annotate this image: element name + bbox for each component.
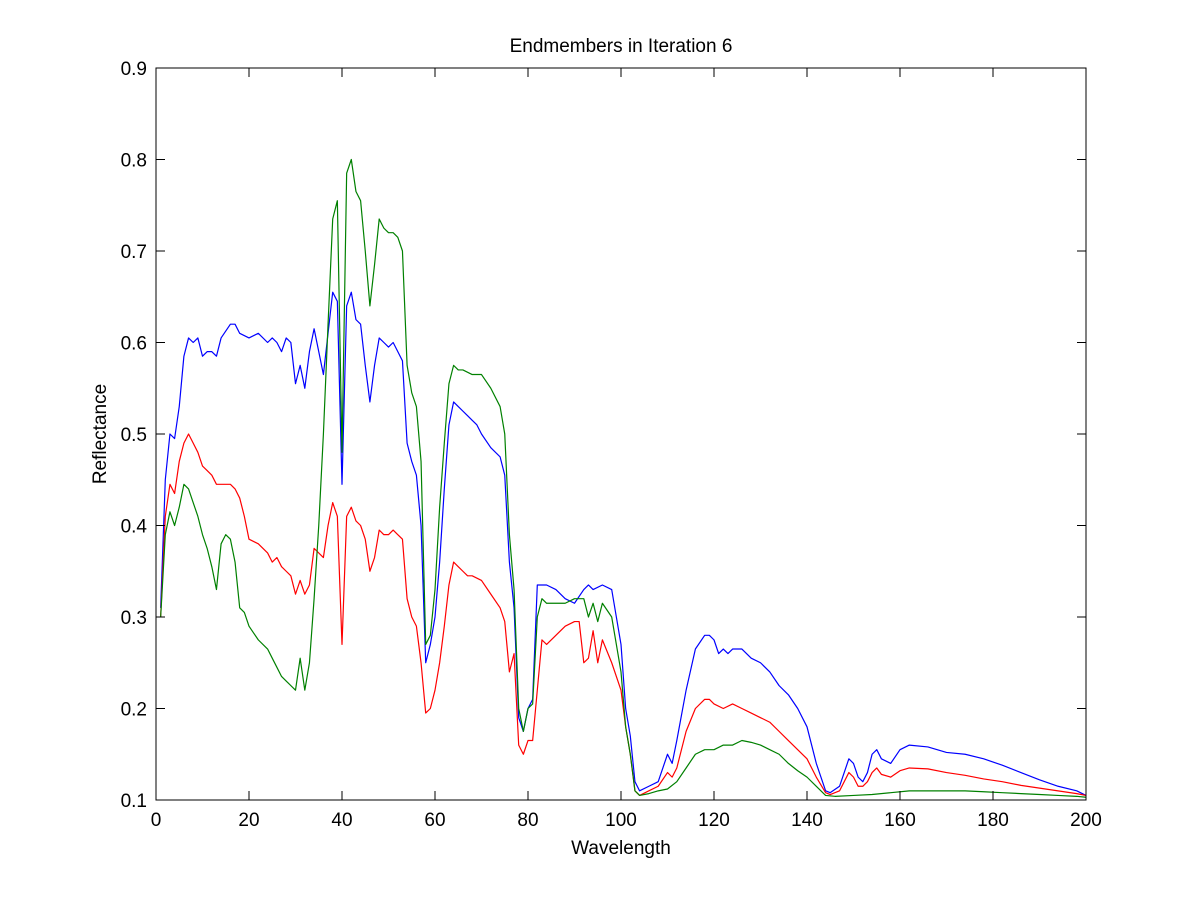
y-tick-label: 0.5 [121, 425, 147, 446]
y-tick-label: 0.4 [121, 517, 148, 538]
x-tick-label: 80 [517, 810, 538, 831]
x-tick-label: 40 [331, 810, 352, 831]
x-tick-label: 120 [698, 810, 730, 831]
y-tick-label: 0.1 [121, 791, 147, 812]
series-layer [160, 158, 1087, 798]
tick-layer: 0 20 40 60 80 100 120 140 160 180 200 0.1 0.2 0.3 0.4 0… [121, 59, 1102, 831]
y-tick-label: 0.6 [121, 334, 147, 355]
x-tick-label: 100 [605, 810, 637, 831]
x-tick-label: 160 [884, 810, 916, 831]
y-axis-label: Reflectance [90, 384, 111, 484]
x-tick-label: 180 [977, 810, 1009, 831]
y-tick-label: 0.8 [121, 151, 147, 172]
series-line-blue [160, 291, 1087, 796]
x-tick-label: 140 [791, 810, 823, 831]
series-line-red [160, 433, 1087, 797]
series-line-green [160, 158, 1087, 798]
x-tick-label: 60 [424, 810, 445, 831]
x-tick-label: 0 [151, 810, 162, 831]
y-tick-label: 0.3 [121, 608, 147, 629]
x-axis-label: Wavelength [571, 838, 671, 859]
x-tick-label: 200 [1070, 810, 1102, 831]
x-tick-label: 20 [238, 810, 259, 831]
y-tick-label: 0.2 [121, 700, 147, 721]
y-tick-label: 0.9 [121, 59, 147, 80]
chart-title: Endmembers in Iteration 6 [510, 36, 733, 57]
y-tick-label: 0.7 [121, 242, 147, 263]
